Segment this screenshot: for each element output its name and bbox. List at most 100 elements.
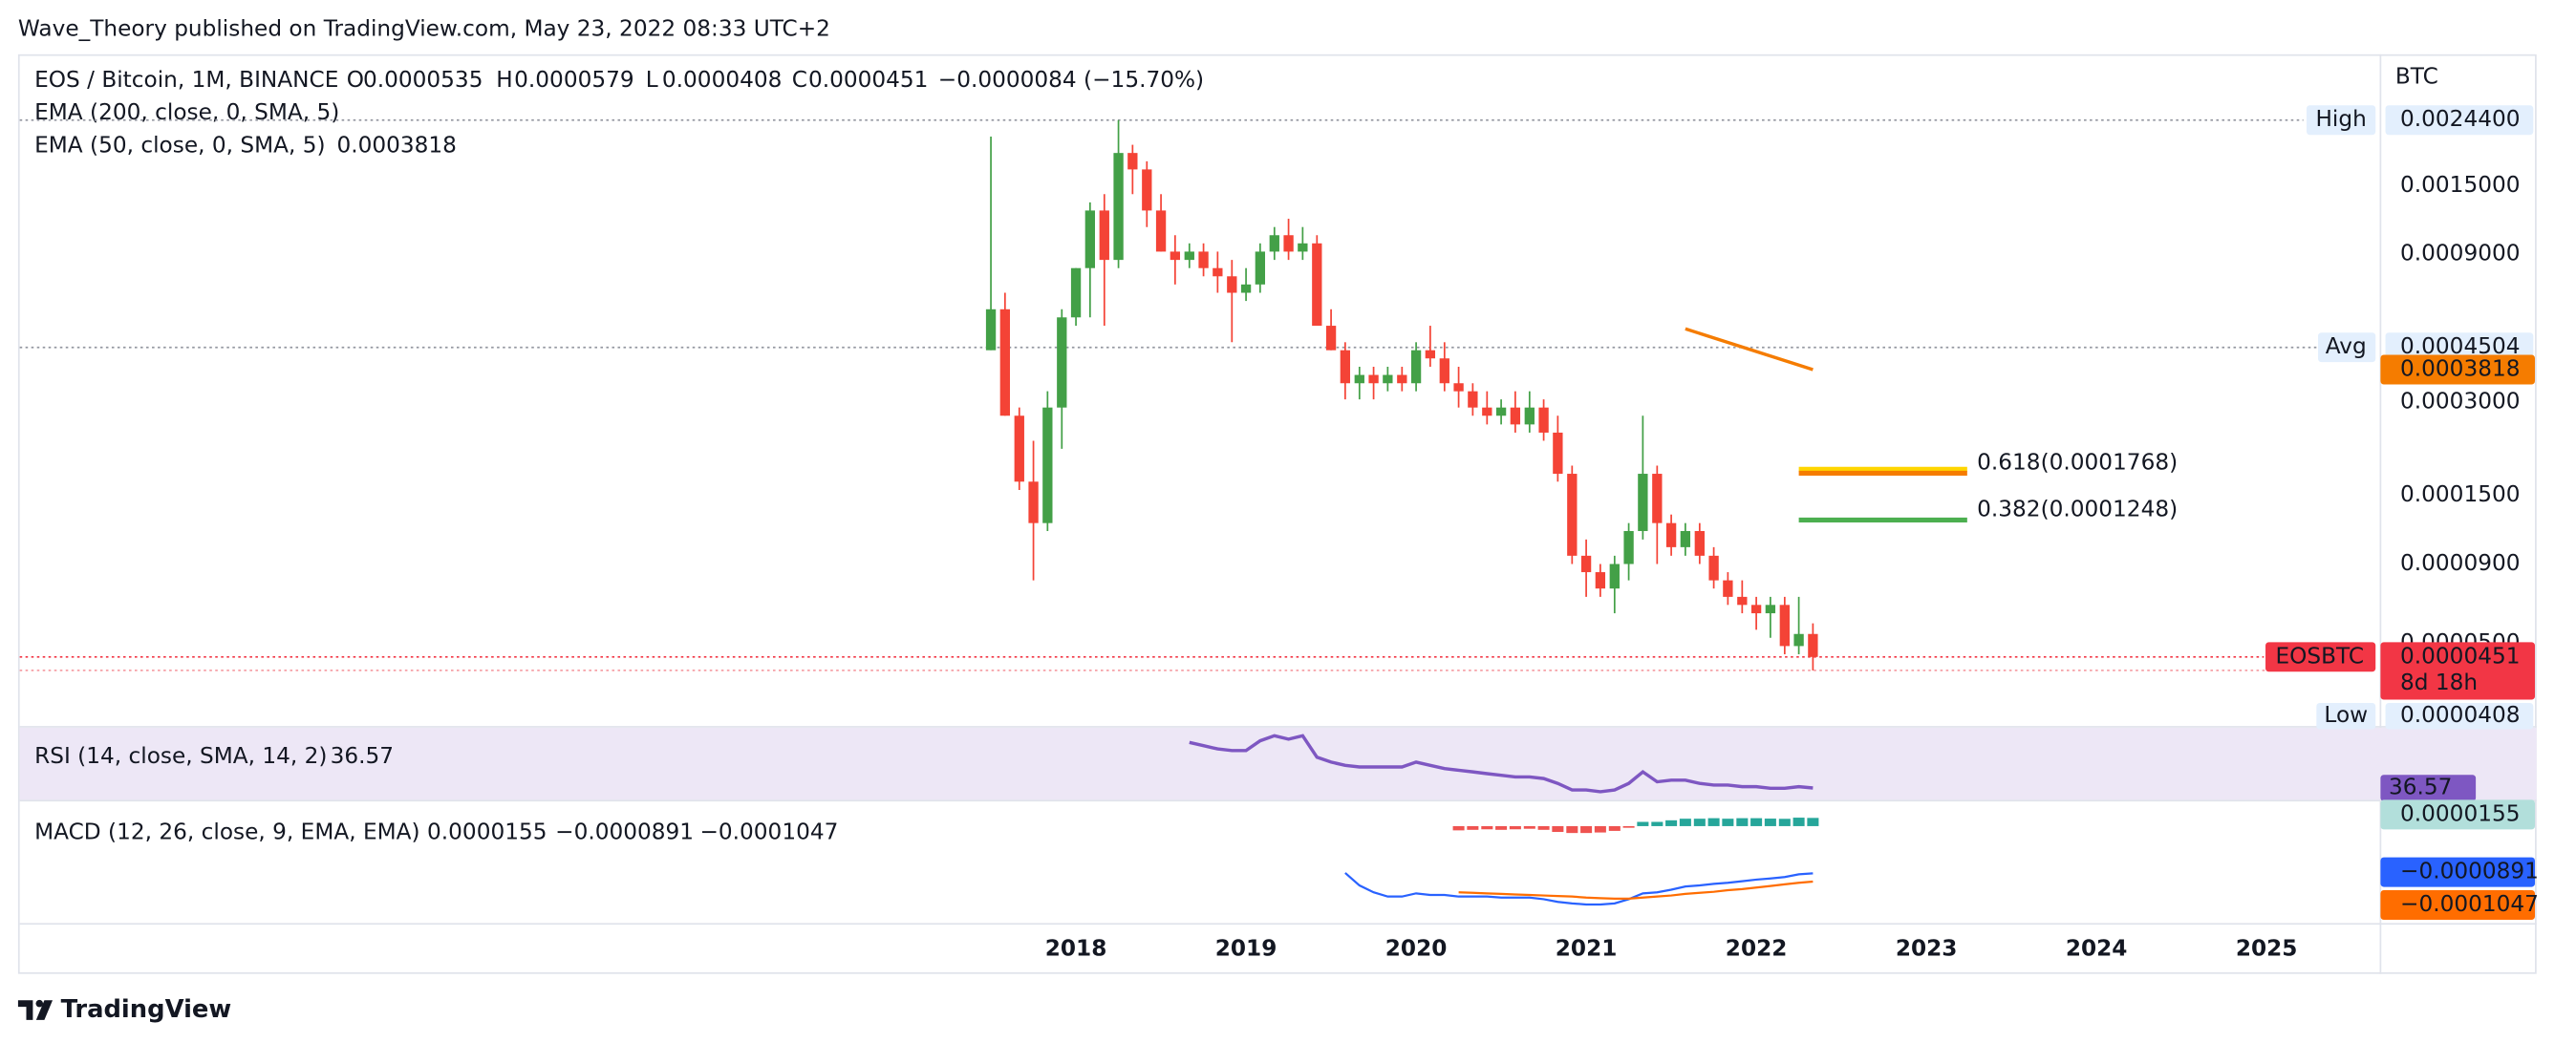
- candle-body: [1723, 580, 1733, 597]
- candle-body: [1765, 605, 1776, 614]
- x-tick-label: 2022: [1726, 935, 1788, 961]
- candle-body: [1779, 605, 1790, 647]
- candle-body: [1793, 633, 1804, 647]
- candle-body: [1482, 407, 1492, 416]
- brand-logo: [17, 999, 54, 1020]
- rsi-band: [19, 727, 2537, 800]
- candle-body: [1269, 235, 1279, 252]
- macd-histogram-bar: [1467, 825, 1479, 830]
- high-value: 0.0024400: [2400, 106, 2520, 132]
- y-tick-label: 0.0009000: [2400, 241, 2520, 266]
- low-tag: [2316, 702, 2376, 730]
- macd-histogram-bar: [1523, 825, 1535, 829]
- y-tick-label: 0.0001500: [2400, 481, 2520, 507]
- candle-body: [1340, 350, 1351, 384]
- macd-histogram-bar: [1651, 821, 1664, 826]
- candle-body: [1042, 407, 1053, 523]
- candle-body: [1113, 153, 1124, 261]
- avg-tag: [2318, 332, 2376, 363]
- legend-value: 0.0000535: [363, 67, 483, 93]
- macd-histogram-bar: [1637, 821, 1649, 826]
- candle-body: [1425, 350, 1436, 359]
- legend-change: −0.0000084 (−15.70%): [938, 67, 1204, 93]
- fib-label: 0.382(0.0001248): [1977, 497, 2178, 522]
- candle-body: [1397, 374, 1407, 384]
- rsi-tag-value: 36.57: [2389, 775, 2452, 800]
- high-value-tag: [2385, 105, 2534, 136]
- chart-title: EOS / Bitcoin, 1M, BINANCE: [34, 67, 338, 93]
- ema-value: 0.0003818: [336, 133, 456, 159]
- brand: TradingView: [61, 995, 232, 1024]
- legend-value: 0.0000579: [514, 67, 633, 93]
- macd-tag-value: −0.0000891: [2400, 859, 2539, 884]
- macd-histogram-bar: [1792, 818, 1805, 826]
- macd-histogram-bar: [1537, 825, 1550, 830]
- candle-body: [1325, 326, 1337, 351]
- candle-body: [1665, 522, 1677, 547]
- symbol-tag: [2265, 642, 2376, 672]
- macd-hist-tag-value: 0.0000155: [2400, 800, 2520, 826]
- y-tick-label: 0.0003000: [2400, 388, 2520, 414]
- candle-body: [1170, 251, 1181, 261]
- x-tick-label: 2023: [1896, 935, 1958, 961]
- candle-body: [1014, 415, 1024, 482]
- macd-value: −0.0000891: [555, 819, 694, 844]
- x-tick-label: 2024: [2066, 935, 2128, 961]
- candle-body: [1638, 474, 1648, 531]
- macd-histogram-bar: [1707, 818, 1720, 826]
- candle-body: [1283, 235, 1294, 252]
- macd-histogram-bar: [1778, 819, 1791, 826]
- candle-body: [1439, 358, 1449, 384]
- avg-tag-label: Avg: [2326, 333, 2367, 359]
- high-tag-label: High: [2315, 106, 2366, 132]
- macd-histogram-bar: [1594, 825, 1606, 833]
- candle-body: [1553, 432, 1563, 475]
- macd-hist-tag: [2380, 799, 2536, 830]
- candle-body: [1213, 267, 1223, 277]
- legend-value: 0.0000451: [808, 67, 928, 93]
- signal-tag: [2380, 890, 2536, 920]
- legend-key: C: [792, 67, 807, 93]
- countdown: 8d 18h: [2400, 670, 2478, 695]
- ema-legend: EMA (50, close, 0, SMA, 5): [34, 133, 325, 159]
- candle-body: [1127, 153, 1138, 170]
- rsi-value: 36.57: [331, 743, 394, 769]
- candle-body: [1099, 210, 1109, 261]
- y-tick-label: 0.0015000: [2400, 172, 2520, 198]
- rsi-value-tag: [2380, 775, 2477, 801]
- ema50-line: [1685, 327, 1814, 372]
- candle-body: [1495, 407, 1507, 416]
- ema-value-tag: [2380, 354, 2536, 385]
- ema-legend: EMA (200, close, 0, SMA, 5): [34, 99, 339, 125]
- low-value: 0.0000408: [2400, 702, 2520, 728]
- candle-body: [1609, 564, 1620, 589]
- x-tick-label: 2019: [1215, 935, 1277, 961]
- macd-histogram-bar: [1722, 819, 1734, 826]
- ema-tag-value: 0.0003818: [2400, 355, 2520, 381]
- macd-histogram-bar: [1509, 825, 1521, 830]
- macd-histogram-bar: [1608, 825, 1621, 831]
- candle-body: [1524, 407, 1535, 425]
- candle-body: [1623, 530, 1634, 564]
- macd-histogram-bar: [1452, 825, 1465, 831]
- macd-histogram-bar: [1552, 825, 1564, 833]
- x-tick-label: 2025: [2236, 935, 2298, 961]
- macd-histogram-bar: [1693, 819, 1706, 826]
- candle-body: [1368, 374, 1379, 384]
- rsi-line: [1189, 734, 1814, 794]
- low-tag-label: Low: [2324, 702, 2368, 728]
- candle-body: [1057, 317, 1067, 408]
- symbol-tag-label: EOSBTC: [2275, 643, 2364, 669]
- macd-histogram-bar: [1566, 825, 1578, 834]
- unit-label: BTC: [2395, 63, 2438, 89]
- macd-signal-value: −0.0001047: [699, 819, 838, 844]
- candle-body: [1580, 555, 1592, 573]
- low-value-tag: [2385, 702, 2534, 730]
- x-tick-label: 2021: [1556, 935, 1618, 961]
- rsi-pane: [19, 727, 2537, 800]
- legend-value: 0.0000408: [662, 67, 782, 93]
- candle-body: [1070, 267, 1082, 318]
- macd-line: [1344, 872, 1814, 906]
